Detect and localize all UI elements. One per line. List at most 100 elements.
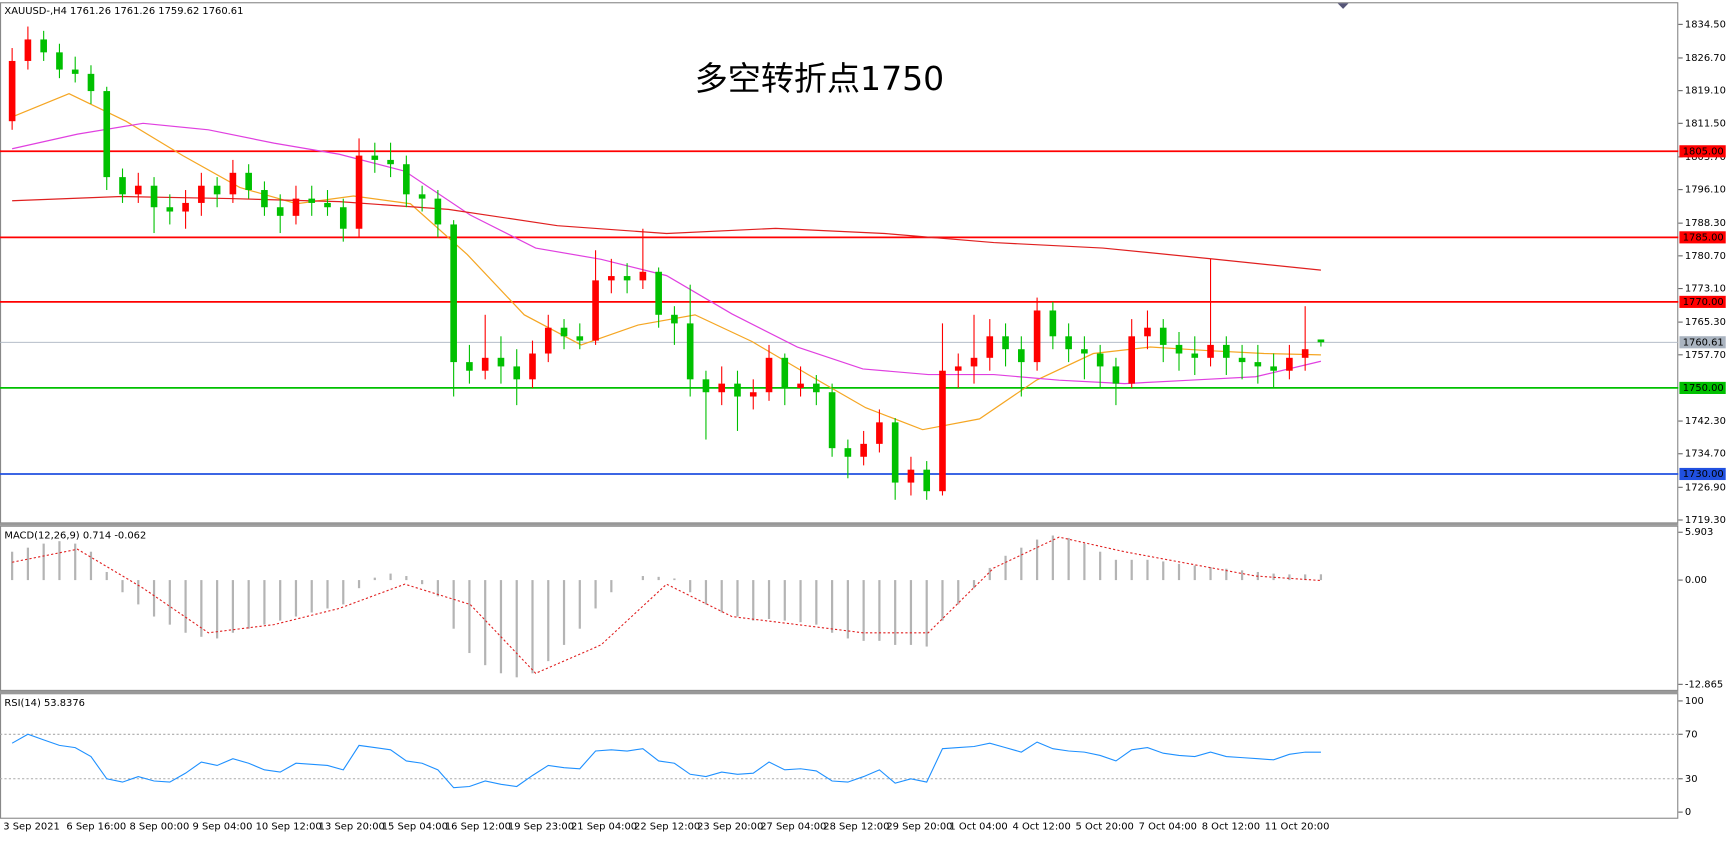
- candle-body: [324, 202, 331, 208]
- candle-body: [623, 276, 631, 281]
- macd-bar: [1020, 547, 1023, 581]
- candle-body: [1065, 336, 1072, 350]
- candle-body: [702, 379, 710, 393]
- chart-title: XAUUSD-,H4 1761.26 1761.26 1759.62 1760.…: [4, 6, 243, 17]
- macd-bar: [1177, 563, 1181, 581]
- candle-body: [261, 190, 268, 208]
- macd-bar: [515, 580, 518, 678]
- macd-bar: [58, 541, 61, 581]
- x-tick-label: 16 Sep 12:00: [445, 822, 511, 833]
- macd-bar: [878, 580, 881, 641]
- macd-bar: [767, 580, 771, 619]
- x-tick-label: 27 Sep 04:00: [760, 822, 826, 833]
- candle-body: [544, 327, 552, 354]
- candle-body: [797, 383, 804, 388]
- macd-bar: [373, 577, 376, 581]
- macd-bar: [357, 580, 361, 589]
- x-tick-label: 9 Sep 04:00: [193, 822, 253, 833]
- macd-bar: [1288, 574, 1291, 581]
- macd-bar: [610, 580, 613, 593]
- candle-body: [970, 357, 978, 367]
- x-tick-label: 21 Sep 04:00: [571, 822, 637, 833]
- macd-bar: [562, 580, 566, 645]
- macd-bar: [1225, 568, 1228, 581]
- candle-body: [939, 370, 946, 492]
- macd-bar: [830, 580, 834, 633]
- x-tick-label: 3 Sep 2021: [3, 822, 60, 833]
- candle-body: [1317, 339, 1325, 343]
- macd-bar: [1272, 573, 1275, 581]
- macd-bar: [862, 580, 865, 641]
- candle-body: [1238, 357, 1246, 363]
- macd-bar: [673, 578, 676, 581]
- macd-bar: [909, 580, 913, 645]
- macd-bar: [11, 551, 14, 581]
- macd-bar: [1083, 543, 1086, 581]
- y-tick-label: 1773.10: [1685, 284, 1726, 295]
- candle-body: [907, 469, 915, 483]
- candle-body: [639, 271, 647, 281]
- shift-marker: [1337, 3, 1349, 9]
- candle-body: [576, 336, 584, 341]
- macd-bar: [799, 580, 802, 623]
- macd-bar: [752, 580, 755, 621]
- candle-body: [671, 314, 678, 324]
- macd-bar: [200, 580, 203, 637]
- candle-body: [954, 366, 962, 371]
- candle-body: [87, 73, 95, 92]
- macd-bar: [594, 580, 597, 609]
- candle-body: [40, 39, 47, 53]
- candle-body: [1128, 336, 1136, 384]
- candle-body: [781, 357, 789, 388]
- macd-bar: [657, 576, 660, 581]
- macd-bar: [641, 576, 644, 581]
- candle-body: [986, 336, 994, 358]
- price-level-label: 1785.00: [1683, 232, 1724, 243]
- x-tick-label: 10 Sep 12:00: [256, 822, 322, 833]
- macd-bar: [704, 580, 708, 605]
- candle-body: [1175, 344, 1183, 354]
- macd-bar: [941, 580, 944, 621]
- x-tick-label: 11 Oct 20:00: [1265, 822, 1330, 833]
- y-tick-label: 1819.10: [1685, 86, 1726, 97]
- macd-bar: [452, 580, 455, 629]
- macd-bar: [1130, 559, 1133, 581]
- candle-body: [198, 185, 205, 203]
- macd-bar: [531, 580, 534, 674]
- macd-bar: [105, 571, 108, 581]
- candle-body: [1018, 349, 1025, 363]
- macd-bar: [1099, 551, 1102, 581]
- candle-body: [134, 185, 142, 195]
- price-level-box: [1679, 295, 1726, 308]
- candle-body: [891, 422, 899, 483]
- candle-body: [403, 164, 410, 195]
- x-tick-label: 13 Sep 20:00: [319, 822, 385, 833]
- candle-body: [276, 207, 284, 216]
- candle-body: [497, 357, 505, 367]
- macd-bar: [578, 580, 581, 629]
- y-tick-label: -12.865: [1685, 679, 1723, 690]
- candle-body: [1207, 344, 1214, 358]
- x-tick-label: 22 Sep 12:00: [634, 822, 700, 833]
- x-tick-label: 23 Sep 20:00: [697, 822, 763, 833]
- macd-bar: [310, 580, 313, 613]
- candle-body: [213, 185, 221, 195]
- candle-body: [844, 448, 852, 457]
- macd-bar: [405, 576, 408, 581]
- macd-bar: [1051, 535, 1054, 581]
- candle-body: [592, 280, 599, 341]
- y-tick-label: 0.00: [1685, 575, 1707, 586]
- price-level-box: [1679, 145, 1726, 158]
- candle-body: [24, 39, 32, 61]
- macd-bar: [783, 580, 786, 621]
- rsi-pane: [0, 693, 1679, 819]
- candle-body: [813, 383, 820, 393]
- candle-body: [1159, 327, 1167, 345]
- candle-body: [56, 52, 63, 70]
- y-tick-label: 1811.50: [1685, 118, 1726, 129]
- macd-bar: [468, 580, 471, 654]
- macd-bar: [436, 580, 439, 597]
- macd-bar: [1319, 574, 1323, 581]
- candle-body: [749, 392, 757, 397]
